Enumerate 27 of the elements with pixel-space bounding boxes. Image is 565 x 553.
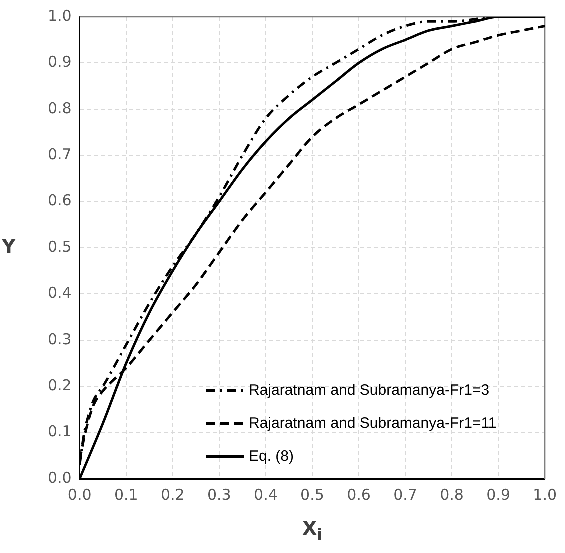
y-tick-label: 0.9 (48, 53, 72, 72)
x-tick-label: 0.5 (300, 486, 324, 504)
y-tick-label: 0.3 (48, 330, 72, 348)
x-tick-label: 1.0 (533, 486, 557, 504)
legend-label: Eq. (8) (249, 448, 294, 465)
y-tick-label: 0.8 (48, 99, 72, 118)
x-tick-label: 0.0 (68, 486, 92, 504)
legend-label: Rajaratnam and Subramanya-Fr1=3 (249, 382, 490, 399)
x-tick-label: 0.3 (207, 486, 232, 504)
y-tick-label: 0.0 (48, 468, 72, 487)
x-tick-label: 0.9 (486, 486, 510, 504)
y-tick-label: 0.6 (48, 192, 72, 210)
y-tick-label: 1.0 (48, 6, 72, 25)
y-tick-label: 0.5 (48, 238, 72, 256)
y-tick-label: 0.1 (48, 422, 72, 441)
y-tick-label: 0.2 (48, 376, 72, 394)
x-tick-label: 0.2 (160, 486, 185, 504)
y-axis-title: Y (2, 236, 16, 258)
x-tick-label: 0.1 (114, 486, 138, 504)
x-tick-label: 0.7 (394, 486, 418, 504)
x-axis-title: X$_{i}$ (302, 518, 323, 544)
x-tick-label: 0.6 (347, 486, 371, 504)
y-tick-label: 0.4 (48, 284, 72, 302)
legend-label: Rajaratnam and Subramanya-Fr1=11 (249, 415, 497, 432)
x-tick-label: 0.8 (440, 486, 464, 504)
x-tick-label: 0.4 (254, 486, 278, 504)
y-tick-label: 0.7 (48, 145, 72, 164)
